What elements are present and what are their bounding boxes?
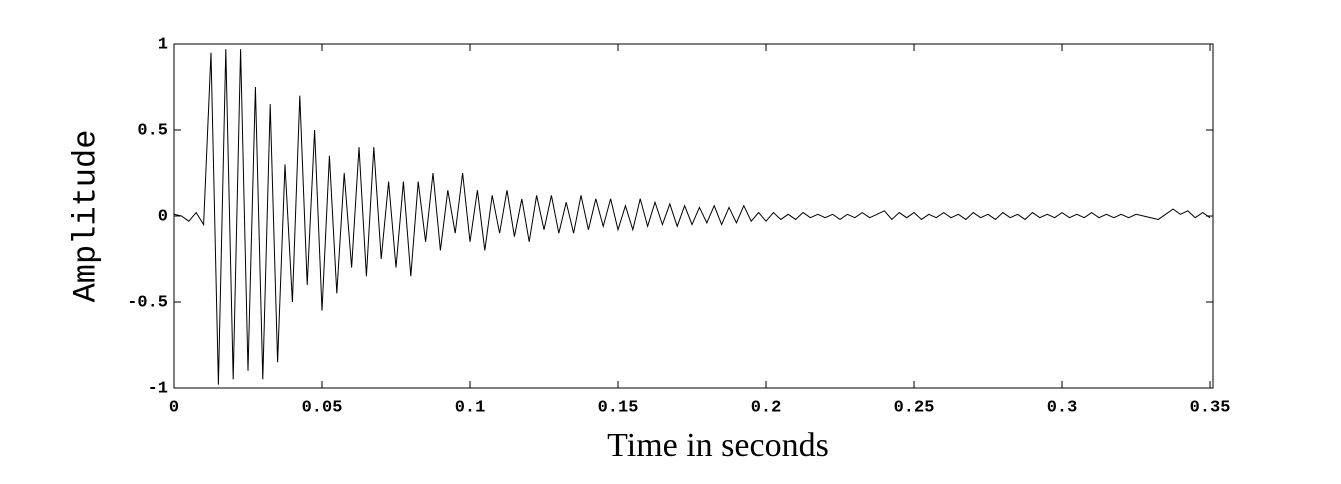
- x-tick-label: 0.25: [894, 398, 935, 417]
- y-tick-label: 0.5: [137, 121, 168, 140]
- y-axis-label: Amplitude: [67, 130, 104, 303]
- y-tick-label: -0.5: [127, 293, 168, 312]
- x-tick-label: 0.2: [751, 398, 782, 417]
- x-tick-label: 0: [169, 398, 179, 417]
- x-tick-label: 0.1: [455, 398, 486, 417]
- x-tick-label: 0.05: [302, 398, 343, 417]
- y-tick-label: 1: [158, 35, 168, 54]
- y-tick-label: 0: [158, 207, 168, 226]
- x-tick-label: 0.15: [598, 398, 639, 417]
- x-tick-label: 0.35: [1190, 398, 1231, 417]
- waveform: [173, 49, 1211, 385]
- y-tick-label: -1: [148, 379, 168, 398]
- x-axis-label: Time in seconds: [607, 427, 829, 464]
- x-tick-label: 0.3: [1047, 398, 1078, 417]
